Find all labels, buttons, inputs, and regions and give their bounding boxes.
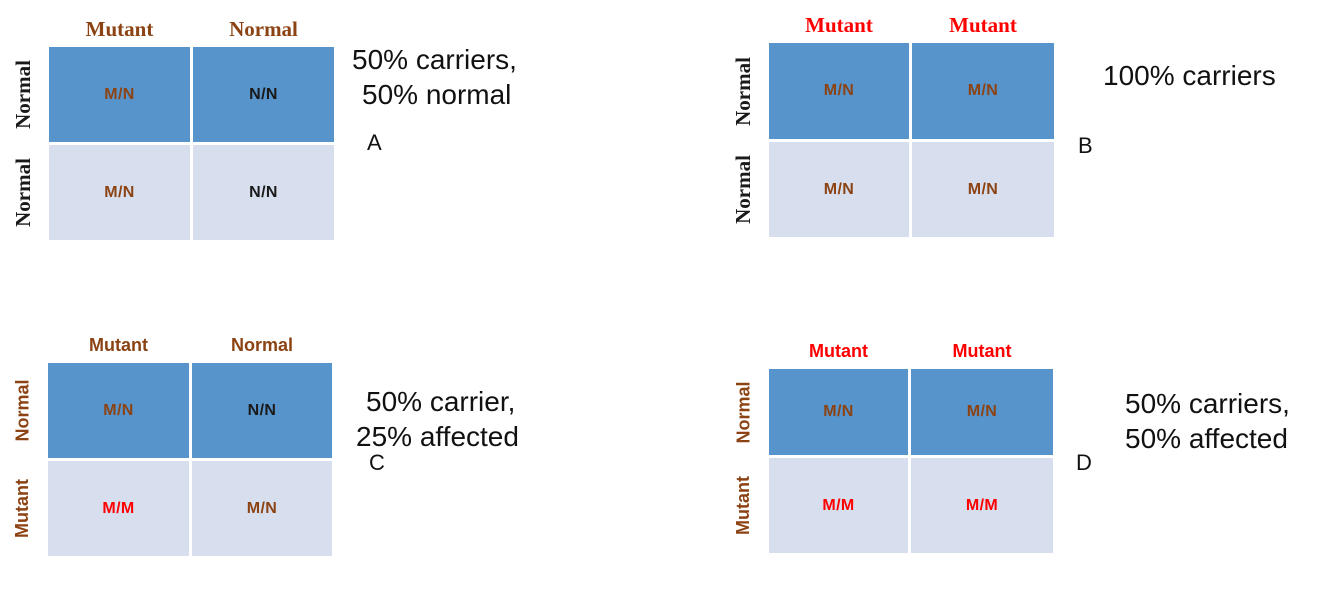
row-header: Normal [721, 142, 766, 237]
col-header: Normal [230, 334, 293, 355]
genotype-cell: M/M [911, 458, 1053, 553]
genotype-cell: N/N [193, 145, 334, 240]
caption-d: 50% carriers, 50% affected [1125, 386, 1290, 456]
col-header: Mutant [85, 16, 154, 41]
row-header-label: Normal [731, 56, 756, 126]
row-header: Normal [721, 369, 766, 455]
caption-c: 50% carrier, 25% affected [356, 384, 519, 454]
row-header-label: Mutant [12, 479, 33, 538]
genotype-cell: M/N [912, 142, 1054, 237]
row-header-label: Normal [10, 60, 35, 129]
punnett-square-b: Mutant Mutant Normal M/N M/N Normal M/N … [721, 10, 1054, 237]
genotype-cell: M/M [48, 461, 189, 556]
genotype-cell: M/N [912, 43, 1054, 139]
caption-line: 50% affected [1125, 423, 1288, 454]
row-header: Normal [721, 43, 766, 139]
col-header: Mutant [952, 340, 1012, 361]
row-header: Normal [0, 145, 46, 240]
row-header: Mutant [721, 458, 766, 553]
genotype-cell: M/N [49, 145, 190, 240]
genotype-cell: M/M [769, 458, 908, 553]
genotype-cell: M/N [48, 363, 189, 458]
row-header-label: Mutant [733, 476, 754, 535]
row-header: Normal [0, 47, 46, 142]
caption-line: 50% normal [362, 79, 512, 110]
corner-spacer [0, 330, 45, 360]
punnett-square-c: Mutant Normal Normal M/N N/N Mutant M/M … [0, 330, 332, 556]
panel-letter-b: B [1078, 133, 1093, 158]
panel-letter-a: A [367, 130, 382, 155]
col-header: Mutant [949, 12, 1017, 37]
corner-spacer [721, 336, 766, 366]
caption-a: 50% carriers, 50% normal [352, 42, 517, 112]
caption-line: 50% carriers, [1125, 388, 1290, 419]
genotype-cell: N/N [192, 363, 332, 458]
caption-line: 25% affected [356, 421, 519, 452]
row-header-label: Normal [10, 158, 35, 227]
genotype-cell: M/N [769, 43, 909, 139]
panel-letter-c: C [369, 450, 385, 475]
row-header-label: Normal [733, 380, 754, 444]
row-header: Mutant [0, 461, 45, 556]
caption-line: 100% carriers [1103, 60, 1276, 91]
row-header: Normal [0, 363, 45, 458]
col-header: Mutant [805, 12, 873, 37]
col-header: Mutant [809, 340, 868, 361]
punnett-square-d: Mutant Mutant Normal M/N M/N Mutant M/M … [721, 336, 1053, 553]
caption-line: 50% carrier, [366, 386, 516, 417]
caption-line: 50% carriers, [352, 44, 517, 75]
corner-spacer [721, 10, 766, 40]
panel-letter-d: D [1076, 450, 1092, 475]
genotype-cell: M/N [192, 461, 332, 556]
col-header: Mutant [89, 334, 148, 355]
caption-b: 100% carriers [1103, 58, 1276, 93]
genotype-cell: M/N [769, 142, 909, 237]
genotype-cell: M/N [49, 47, 190, 142]
col-header: Normal [229, 16, 298, 41]
genotype-cell: N/N [193, 47, 334, 142]
punnett-square-a: Mutant Normal Normal M/N N/N Normal M/N … [0, 14, 334, 240]
genotype-cell: M/N [769, 369, 908, 455]
genotype-cell: M/N [911, 369, 1053, 455]
row-header-label: Normal [731, 155, 756, 224]
row-header-label: Normal [12, 379, 33, 442]
corner-spacer [0, 14, 46, 44]
